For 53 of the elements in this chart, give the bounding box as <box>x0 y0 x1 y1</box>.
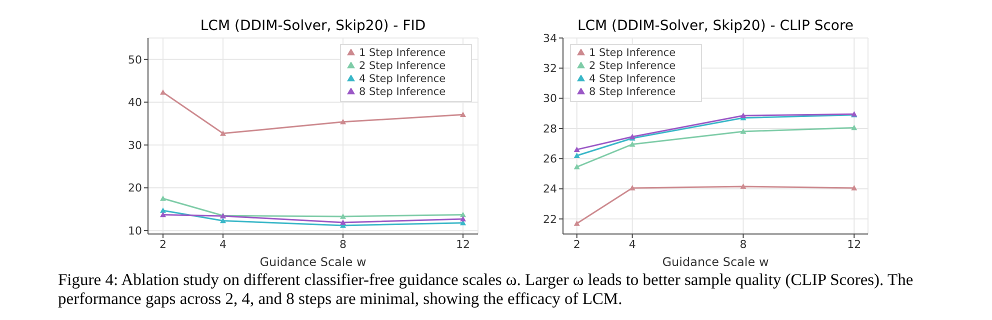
point <box>851 185 858 190</box>
caption: Figure 4: Ablation study on different classifier-free guidance scales ω. Larger ω leads to better sample quality (CLIP Scores). The performance gaps across 2, 4, and 8 steps are minimal, showing the efficacy of LCM. <box>58 270 914 308</box>
point <box>629 141 636 147</box>
y-tick-label: 10 <box>128 224 142 238</box>
point <box>460 212 466 218</box>
x-tick-label: 12 <box>847 238 862 251</box>
point <box>460 216 466 222</box>
y-tick-label: 26 <box>543 152 557 166</box>
legend-label: 8 Step Inference <box>589 86 676 98</box>
point <box>574 152 580 158</box>
y-tick-label: 32 <box>543 62 557 76</box>
x-tick-label: 8 <box>740 238 747 251</box>
legend-label: 1 Step Inference <box>359 47 446 59</box>
x-axis-title: Guidance Scale w <box>260 255 366 269</box>
legend-label: 8 Step Inference <box>359 86 446 98</box>
legend-label: 4 Step Inference <box>589 73 676 85</box>
y-tick-label: 22 <box>543 212 557 226</box>
y-tick-label: 28 <box>543 122 557 136</box>
point <box>851 124 858 130</box>
point <box>460 112 466 118</box>
x-axis-title: Guidance Scale w <box>662 255 769 269</box>
chart-title: LCM (DDIM-Solver, Skip20) - FID <box>199 18 427 34</box>
x-tick-label: 12 <box>456 238 470 251</box>
y-tick-label: 50 <box>128 53 142 66</box>
y-tick-label: 34 <box>543 32 557 45</box>
point <box>160 212 166 218</box>
x-tick-label: 2 <box>160 238 166 251</box>
point <box>160 195 166 201</box>
legend-label: 2 Step Inference <box>359 60 446 72</box>
legend-label: 2 Step Inference <box>589 60 676 72</box>
point <box>160 207 166 213</box>
point <box>574 164 580 170</box>
legend-label: 1 Step Inference <box>589 47 676 59</box>
x-tick-label: 2 <box>573 238 580 251</box>
point <box>740 128 746 134</box>
point <box>340 219 346 225</box>
point <box>574 146 580 152</box>
point <box>574 220 580 226</box>
chart-title: LCM (DDIM-Solver, Skip20) - CLIP Score <box>576 18 855 34</box>
x-tick-label: 4 <box>220 238 226 251</box>
point <box>740 184 746 189</box>
point <box>220 218 226 224</box>
point <box>220 130 226 136</box>
y-tick-label: 40 <box>128 96 142 110</box>
y-tick-label: 20 <box>128 182 142 195</box>
point <box>340 213 346 219</box>
y-tick-label: 30 <box>128 138 142 152</box>
y-tick-label: 24 <box>543 182 557 196</box>
y-tick-label: 30 <box>543 92 557 106</box>
x-tick-label: 4 <box>628 238 636 251</box>
legend-label: 4 Step Inference <box>359 73 446 85</box>
point <box>340 118 346 124</box>
x-tick-label: 8 <box>340 238 346 251</box>
